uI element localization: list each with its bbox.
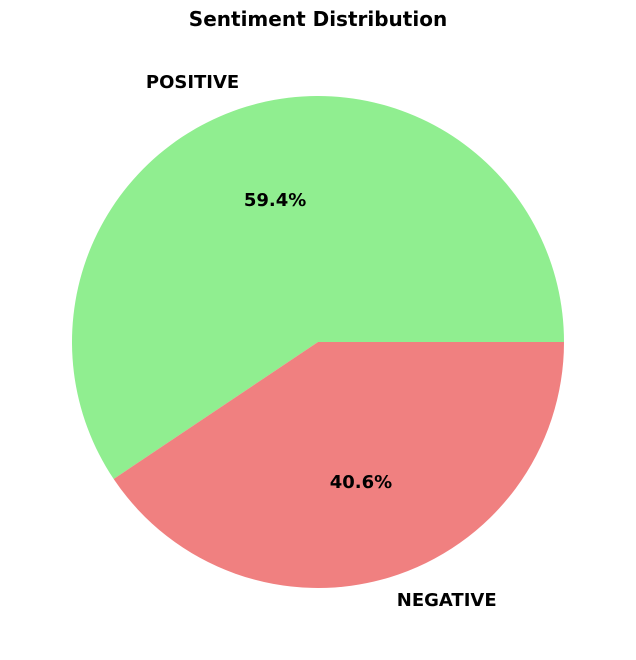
category-label-positive: POSITIVE [146, 72, 239, 93]
chart-title: Sentiment Distribution [189, 7, 447, 31]
pie-slice-positive [71, 95, 564, 479]
percent-label-negative: 40.6% [330, 472, 392, 493]
pie-labels: POSITIVE 59.4% NEGATIVE 40.6% [146, 72, 497, 611]
percent-label-positive: 59.4% [244, 190, 306, 211]
category-label-negative: NEGATIVE [397, 590, 497, 611]
pie-slices [71, 95, 565, 588]
pie-slice-negative [113, 342, 565, 588]
